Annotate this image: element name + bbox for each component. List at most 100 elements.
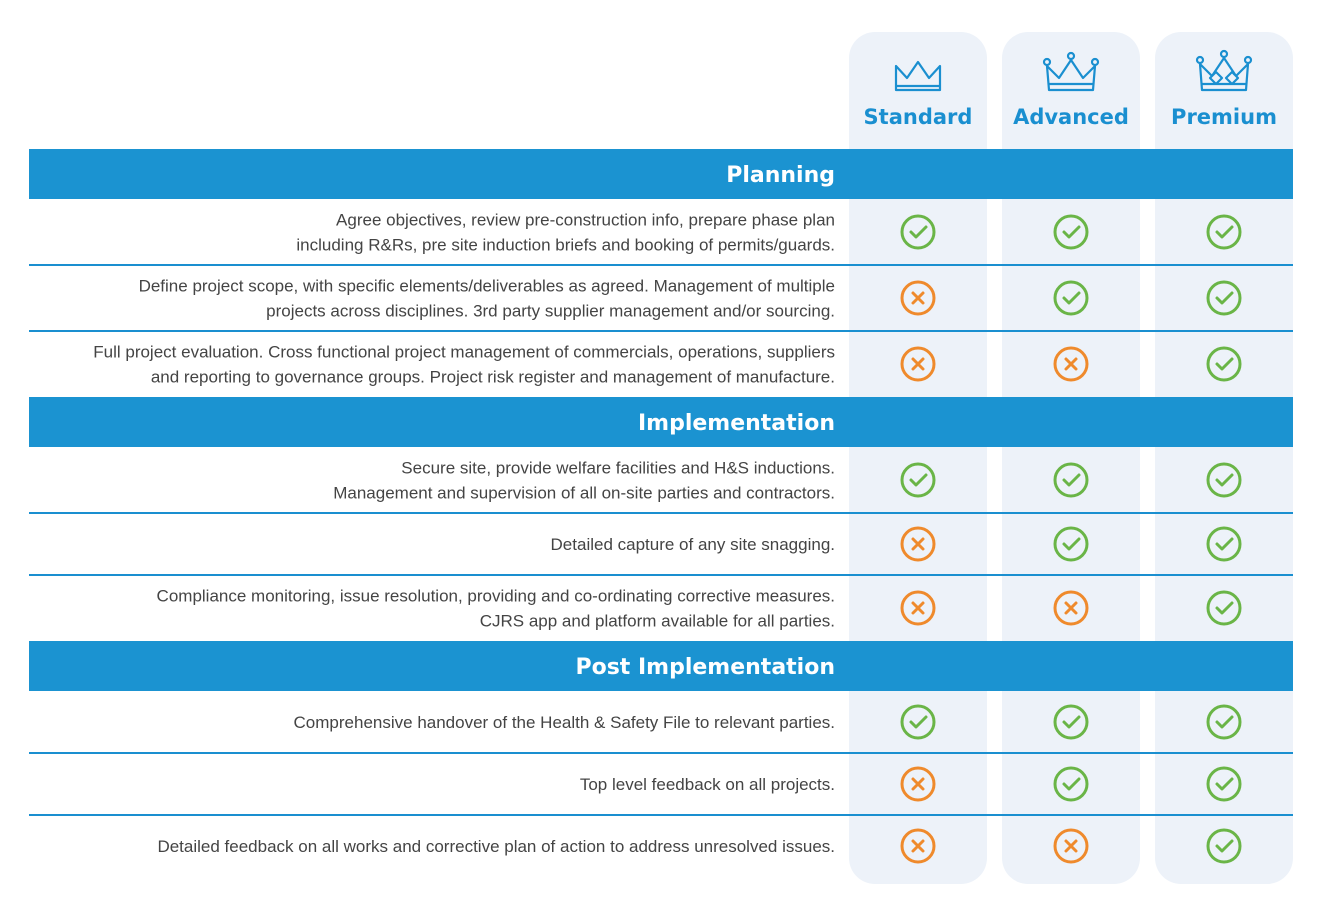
row-text: CJRS app and platform available for all … <box>480 612 835 631</box>
check-icon <box>900 462 936 498</box>
row-text: Agree objectives, review pre-constructio… <box>336 211 835 230</box>
check-mark <box>1215 715 1234 729</box>
check-mark <box>1215 537 1234 551</box>
check-icon <box>1206 526 1242 562</box>
check-icon <box>1053 462 1089 498</box>
row-text: Detailed capture of any site snagging. <box>551 535 835 554</box>
check-icon <box>1053 280 1089 316</box>
cross-mark <box>1064 357 1078 371</box>
icon-ring <box>1053 766 1089 802</box>
check-mark <box>1062 777 1081 791</box>
check-mark <box>1215 473 1234 487</box>
cross-icon <box>1053 346 1089 382</box>
check-mark <box>1062 225 1081 239</box>
cross-mark <box>911 839 925 853</box>
icon-ring <box>1206 346 1242 382</box>
icon-ring <box>900 526 936 562</box>
check-icon <box>1206 462 1242 498</box>
check-icon <box>1053 526 1089 562</box>
crown-ball <box>1042 57 1052 67</box>
check-mark <box>1215 601 1234 615</box>
row-text: Detailed feedback on all works and corre… <box>157 837 835 856</box>
cross-mark <box>911 777 925 791</box>
check-icon <box>1206 214 1242 250</box>
row-text: including R&Rs, pre site induction brief… <box>296 236 835 255</box>
cross-mark <box>911 537 925 551</box>
section-title: Post Implementation <box>575 655 835 680</box>
check-icon <box>1053 214 1089 250</box>
crown-ball <box>1243 55 1253 65</box>
crown-ball <box>1066 51 1076 61</box>
icon-ring <box>1053 526 1089 562</box>
check-mark <box>1062 291 1081 305</box>
icon-ring <box>1053 462 1089 498</box>
row-text: and reporting to governance groups. Proj… <box>151 368 835 387</box>
check-mark <box>1062 473 1081 487</box>
row-text: Comprehensive handover of the Health & S… <box>294 713 835 732</box>
icon-ring <box>900 828 936 864</box>
icon-ring <box>1053 828 1089 864</box>
cross-icon <box>900 766 936 802</box>
icon-ring <box>900 346 936 382</box>
check-mark <box>1215 225 1234 239</box>
row-text: Top level feedback on all projects. <box>580 775 835 794</box>
crown-ball <box>1195 55 1205 65</box>
check-mark <box>909 225 928 239</box>
check-mark <box>1062 537 1081 551</box>
check-icon <box>900 214 936 250</box>
row-text: projects across disciplines. 3rd party s… <box>266 302 835 321</box>
icon-ring <box>1206 462 1242 498</box>
check-mark <box>909 715 928 729</box>
cross-mark <box>911 357 925 371</box>
crown-ball <box>1219 49 1229 59</box>
section-band <box>29 149 1293 199</box>
check-icon <box>1206 828 1242 864</box>
icon-ring <box>1206 704 1242 740</box>
icon-ring <box>900 462 936 498</box>
row-text: Compliance monitoring, issue resolution,… <box>157 587 835 606</box>
check-icon <box>1206 590 1242 626</box>
cross-icon <box>900 280 936 316</box>
icon-ring <box>1206 526 1242 562</box>
icon-ring <box>1053 590 1089 626</box>
cross-mark <box>911 601 925 615</box>
cross-icon <box>900 346 936 382</box>
icon-ring <box>1053 704 1089 740</box>
section-band <box>29 397 1293 447</box>
row-text: Management and supervision of all on-sit… <box>333 484 835 503</box>
cross-mark <box>1064 601 1078 615</box>
check-mark <box>1062 715 1081 729</box>
row-text: Full project evaluation. Cross functiona… <box>93 343 835 362</box>
check-icon <box>1053 766 1089 802</box>
crown-icons <box>894 49 1253 92</box>
plan-name: Advanced <box>1013 105 1129 129</box>
crown-premium <box>1198 56 1250 92</box>
icon-ring <box>1053 214 1089 250</box>
cross-icon <box>1053 828 1089 864</box>
check-mark <box>1215 291 1234 305</box>
icon-ring <box>1206 214 1242 250</box>
section-title: Implementation <box>638 411 835 436</box>
icon-ring <box>900 280 936 316</box>
plan-name: Premium <box>1171 105 1277 129</box>
cross-icon <box>900 590 936 626</box>
icon-ring <box>900 704 936 740</box>
check-icon <box>1206 766 1242 802</box>
check-icon <box>1206 280 1242 316</box>
icon-ring <box>1206 828 1242 864</box>
cross-mark <box>911 291 925 305</box>
crown-standard <box>894 60 942 92</box>
section-title: Planning <box>726 163 835 188</box>
section-band <box>29 641 1293 691</box>
cross-icon <box>900 526 936 562</box>
check-icon <box>1206 346 1242 382</box>
icon-ring <box>900 766 936 802</box>
check-mark <box>1215 839 1234 853</box>
row-text: Secure site, provide welfare facilities … <box>401 459 835 478</box>
check-icon <box>1206 704 1242 740</box>
cross-icon <box>900 828 936 864</box>
check-icon <box>900 704 936 740</box>
crown-advanced <box>1045 58 1097 92</box>
icon-ring <box>1206 766 1242 802</box>
